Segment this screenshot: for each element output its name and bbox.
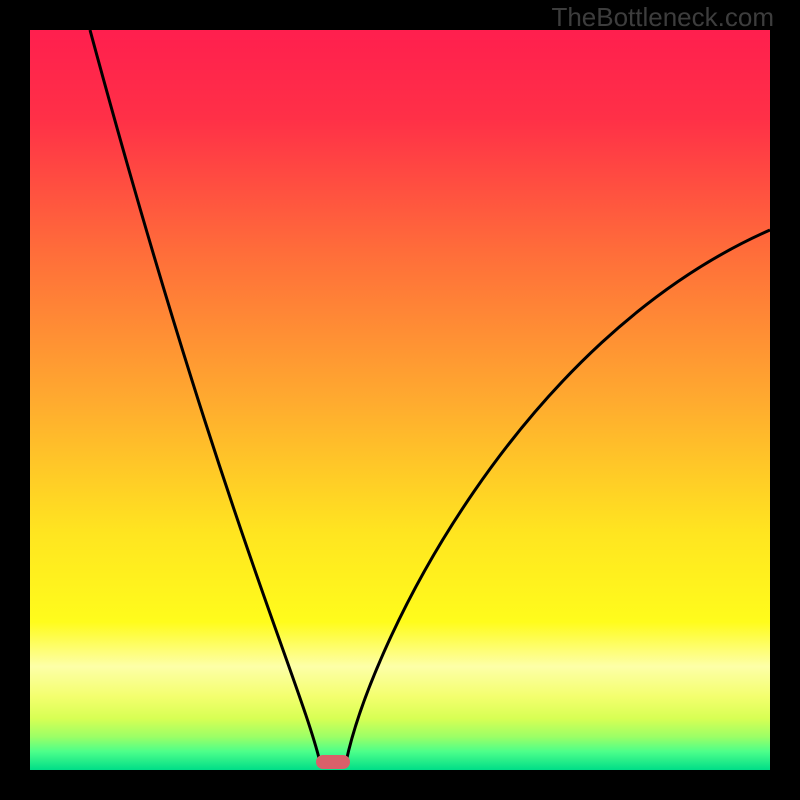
gradient-background xyxy=(30,30,770,770)
watermark-text: TheBottleneck.com xyxy=(551,2,774,33)
plot-frame xyxy=(30,30,770,770)
chart-container: TheBottleneck.com xyxy=(0,0,800,800)
